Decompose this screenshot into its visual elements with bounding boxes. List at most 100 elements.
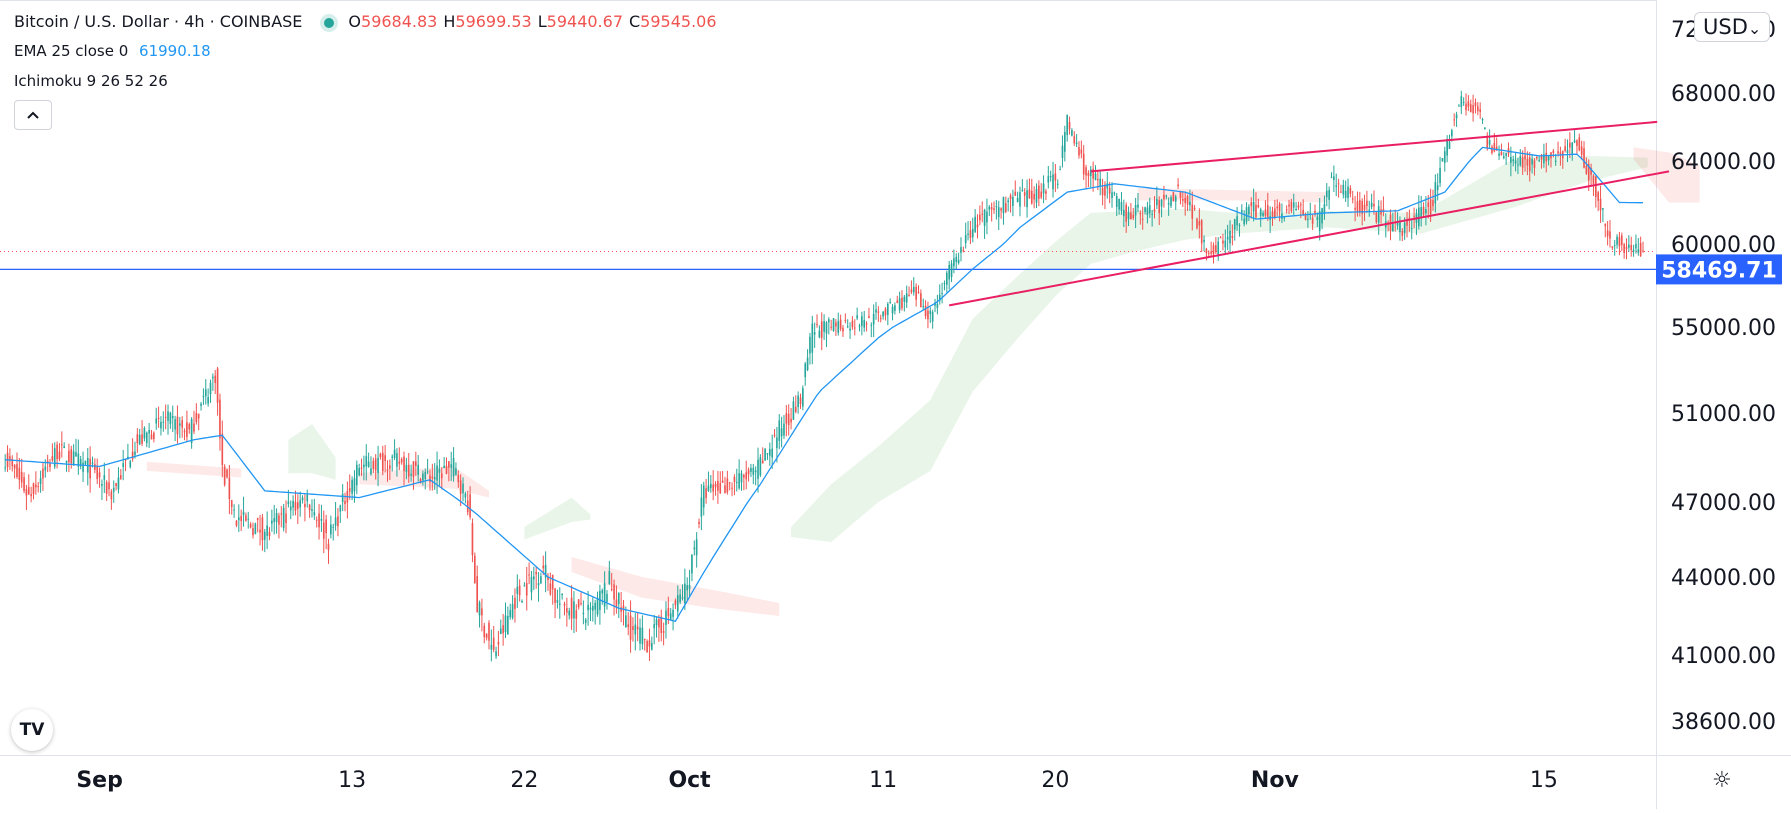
candle-body[interactable] [785, 413, 788, 424]
candle-body[interactable] [1502, 156, 1505, 159]
candle-body[interactable] [200, 403, 202, 406]
candle-body[interactable] [934, 302, 936, 306]
candle-body[interactable] [30, 494, 32, 497]
candle-body[interactable] [63, 446, 66, 448]
candle-body[interactable] [568, 610, 571, 616]
candle-body[interactable] [228, 477, 231, 499]
candle-body[interactable] [1498, 153, 1500, 156]
candle-body[interactable] [1075, 142, 1078, 144]
candle-body[interactable] [1557, 151, 1559, 154]
candle-body[interactable] [1144, 207, 1146, 212]
candle-body[interactable] [1354, 207, 1356, 210]
candle-body[interactable] [953, 258, 955, 267]
candle-body[interactable] [1172, 192, 1175, 202]
candle-body[interactable] [247, 518, 250, 520]
candle-body[interactable] [1097, 179, 1099, 181]
candle-body[interactable] [544, 564, 547, 578]
candle-body[interactable] [521, 601, 523, 603]
candle-body[interactable] [1637, 249, 1640, 253]
candle-body[interactable] [1342, 184, 1345, 195]
candle-body[interactable] [979, 214, 981, 221]
candle-body[interactable] [386, 469, 389, 471]
candle-body[interactable] [110, 491, 113, 500]
candle-body[interactable] [190, 419, 193, 444]
candle-body[interactable] [1255, 204, 1257, 218]
candle-body[interactable] [1231, 235, 1234, 238]
candle-body[interactable] [117, 477, 120, 490]
candle-body[interactable] [702, 485, 705, 508]
candle-body[interactable] [1165, 195, 1168, 197]
candle-body[interactable] [1158, 200, 1161, 214]
candle-body[interactable] [4, 467, 7, 469]
candle-body[interactable] [1479, 109, 1482, 112]
candle-body[interactable] [72, 451, 75, 466]
candle-body[interactable] [1139, 213, 1142, 215]
candle-body[interactable] [1302, 209, 1305, 215]
candle-body[interactable] [660, 616, 663, 633]
candle-body[interactable] [820, 321, 823, 338]
candle-body[interactable] [1552, 150, 1555, 153]
candle-body[interactable] [25, 489, 28, 496]
candle-body[interactable] [429, 475, 431, 482]
candle-body[interactable] [1160, 199, 1163, 207]
candle-body[interactable] [1118, 198, 1120, 210]
candle-body[interactable] [891, 306, 894, 314]
candle-body[interactable] [252, 528, 254, 536]
candle-body[interactable] [1262, 212, 1264, 217]
candle-body[interactable] [1514, 160, 1517, 164]
candle-body[interactable] [259, 529, 261, 533]
candle-body[interactable] [827, 319, 830, 323]
candle-body[interactable] [1311, 217, 1314, 224]
candle-body[interactable] [509, 610, 512, 618]
candle-body[interactable] [1642, 250, 1644, 252]
candle-body[interactable] [525, 582, 528, 596]
candle-body[interactable] [1630, 244, 1633, 251]
candle-body[interactable] [188, 424, 191, 430]
candle-body[interactable] [1290, 201, 1293, 212]
candle-body[interactable] [1156, 198, 1158, 206]
candle-body[interactable] [1370, 202, 1373, 207]
candle-body[interactable] [1035, 189, 1038, 203]
candle-body[interactable] [245, 515, 247, 521]
candle-body[interactable] [551, 574, 554, 590]
candle-body[interactable] [601, 590, 604, 594]
candle-body[interactable] [813, 332, 816, 335]
candle-body[interactable] [1576, 140, 1578, 146]
candle-body[interactable] [143, 428, 146, 439]
candle-body[interactable] [983, 209, 986, 226]
candle-body[interactable] [865, 323, 868, 325]
candle-body[interactable] [490, 644, 493, 650]
candle-body[interactable] [1531, 158, 1533, 165]
candle-body[interactable] [1620, 235, 1623, 245]
candle-body[interactable] [280, 513, 283, 515]
candle-body[interactable] [381, 452, 384, 472]
candle-body[interactable] [1056, 183, 1059, 185]
candle-body[interactable] [70, 449, 73, 464]
candle-body[interactable] [738, 473, 740, 489]
candle-body[interactable] [1540, 156, 1543, 160]
candle-body[interactable] [1125, 204, 1128, 222]
candle-body[interactable] [910, 289, 913, 293]
candle-body[interactable] [1441, 158, 1444, 162]
candle-body[interactable] [731, 487, 733, 489]
candle-body[interactable] [927, 310, 929, 320]
candle-body[interactable] [879, 317, 882, 319]
candle-body[interactable] [148, 429, 150, 434]
candle-body[interactable] [625, 615, 627, 628]
candle-body[interactable] [575, 610, 578, 619]
candle-body[interactable] [1099, 178, 1102, 187]
candle-body[interactable] [839, 319, 842, 329]
candle-body[interactable] [1115, 195, 1118, 207]
candle-body[interactable] [549, 583, 552, 595]
candle-body[interactable] [1063, 131, 1066, 152]
candle-body[interactable] [1236, 216, 1238, 226]
candle-body[interactable] [1469, 104, 1472, 113]
candle-body[interactable] [1222, 240, 1224, 244]
candle-body[interactable] [1163, 194, 1165, 200]
candle-body[interactable] [1094, 173, 1097, 181]
candle-body[interactable] [1420, 207, 1423, 218]
candle-body[interactable] [1101, 187, 1104, 195]
candle-body[interactable] [101, 483, 103, 486]
candle-body[interactable] [455, 468, 457, 475]
candle-body[interactable] [1148, 205, 1151, 214]
